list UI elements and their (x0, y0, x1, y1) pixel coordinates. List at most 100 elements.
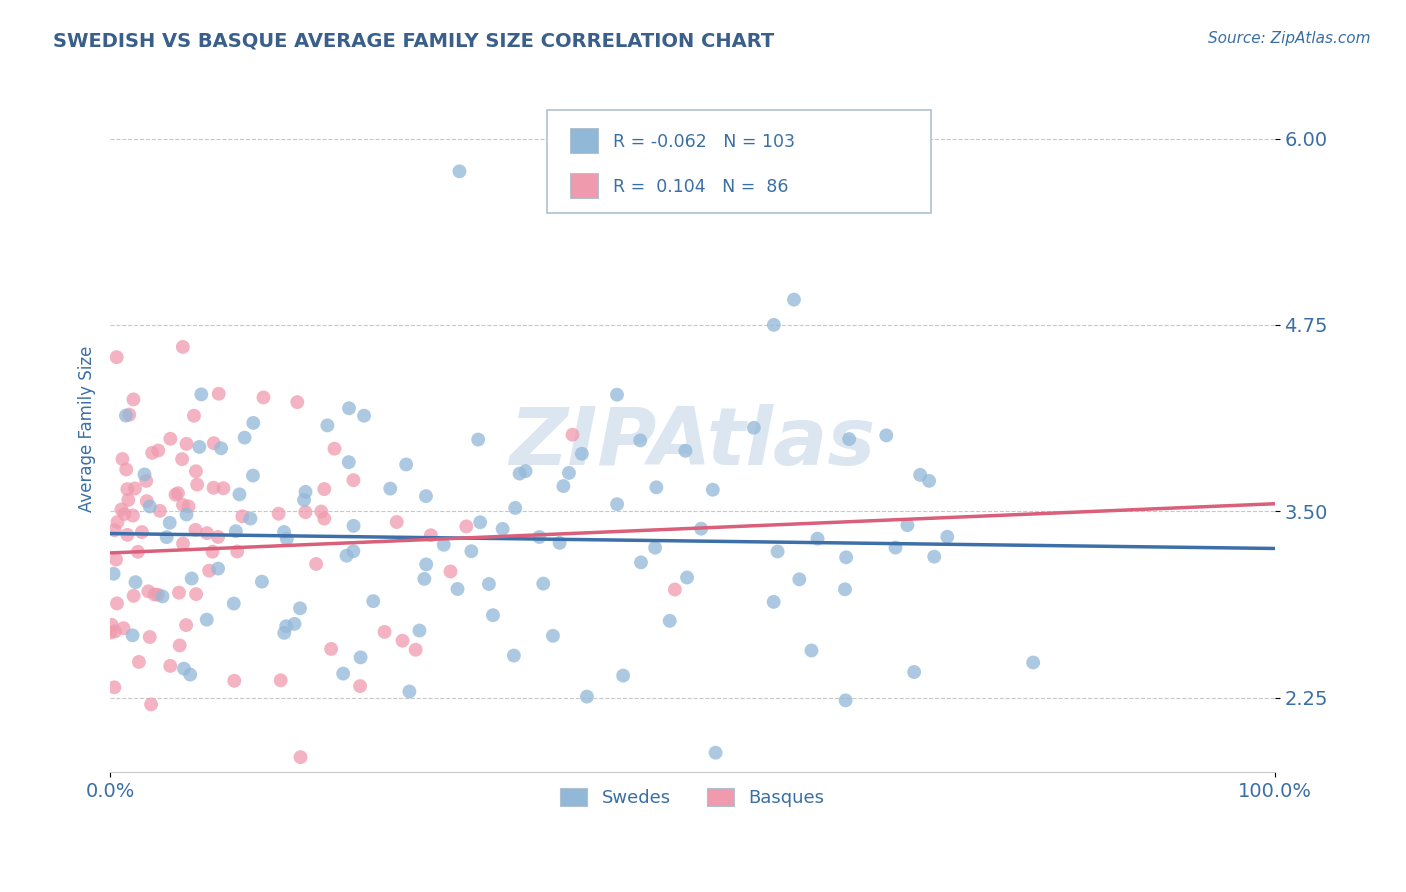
Point (139, 698, 162, 712)
FancyBboxPatch shape (569, 173, 598, 198)
Point (676, 570, 699, 584)
Point (165, 488, 187, 502)
Point (509, 467, 531, 481)
Point (124, 482, 146, 496)
Point (138, 584, 160, 599)
Point (332, 666, 354, 681)
Point (117, 482, 139, 496)
Point (305, 557, 328, 571)
Point (159, 432, 181, 446)
Point (110, 502, 132, 516)
Point (385, 515, 408, 529)
Point (212, 481, 235, 495)
Point (184, 523, 207, 537)
Point (541, 629, 564, 643)
Point (226, 544, 249, 558)
Point (290, 750, 312, 764)
Point (267, 507, 290, 521)
Point (146, 588, 169, 602)
Text: ZIPAtlas: ZIPAtlas (509, 404, 876, 482)
Point (222, 597, 245, 611)
Point (176, 437, 198, 451)
Point (276, 619, 298, 633)
Point (408, 624, 430, 638)
Point (148, 443, 170, 458)
Point (529, 530, 551, 544)
Point (118, 408, 141, 422)
Point (491, 522, 513, 536)
Point (139, 500, 162, 514)
Point (742, 421, 765, 435)
Point (449, 164, 471, 178)
Point (395, 458, 418, 472)
Point (645, 480, 668, 494)
Point (172, 340, 194, 354)
Point (571, 447, 593, 461)
Point (177, 500, 200, 514)
Text: R =  0.104   N =  86: R = 0.104 N = 86 (613, 178, 789, 196)
Point (314, 511, 336, 525)
Point (502, 648, 524, 663)
Point (159, 516, 181, 530)
Point (628, 434, 651, 448)
Point (391, 633, 413, 648)
Point (908, 467, 931, 482)
FancyBboxPatch shape (569, 128, 598, 153)
Point (834, 582, 856, 597)
Point (224, 673, 246, 688)
Text: R = -0.062   N = 103: R = -0.062 N = 103 (613, 133, 796, 151)
Point (114, 507, 136, 521)
Point (207, 561, 229, 575)
Point (762, 318, 785, 332)
Point (630, 555, 652, 569)
Point (884, 541, 907, 555)
Point (702, 483, 724, 497)
Point (342, 473, 364, 487)
Point (149, 504, 172, 518)
Point (294, 505, 316, 519)
Point (673, 443, 696, 458)
Point (135, 474, 157, 488)
Point (252, 391, 274, 405)
Point (127, 545, 149, 559)
Point (835, 550, 858, 565)
Point (250, 574, 273, 589)
Point (190, 387, 212, 401)
Point (198, 564, 221, 578)
Point (167, 486, 190, 500)
Point (288, 601, 311, 615)
Point (342, 544, 364, 558)
Point (374, 624, 396, 639)
Point (515, 464, 537, 478)
Point (100, 617, 122, 632)
Point (184, 587, 207, 601)
Point (380, 482, 402, 496)
Point (361, 594, 384, 608)
Point (183, 409, 205, 423)
Point (156, 530, 179, 544)
Point (225, 524, 247, 539)
Point (467, 433, 489, 447)
Point (124, 575, 146, 590)
Point (482, 608, 505, 623)
Point (195, 613, 218, 627)
Point (172, 536, 194, 550)
Point (419, 528, 441, 542)
Legend: Swedes, Basques: Swedes, Basques (553, 780, 832, 814)
Point (922, 549, 945, 564)
Point (169, 639, 191, 653)
Point (294, 484, 316, 499)
Point (766, 544, 789, 558)
Point (115, 409, 138, 423)
Point (349, 650, 371, 665)
Point (314, 482, 336, 496)
Point (174, 618, 197, 632)
FancyBboxPatch shape (547, 111, 931, 213)
Point (242, 468, 264, 483)
Point (439, 565, 461, 579)
Point (105, 350, 128, 364)
Point (195, 526, 218, 541)
Point (415, 558, 437, 572)
Point (117, 492, 139, 507)
Point (548, 536, 571, 550)
